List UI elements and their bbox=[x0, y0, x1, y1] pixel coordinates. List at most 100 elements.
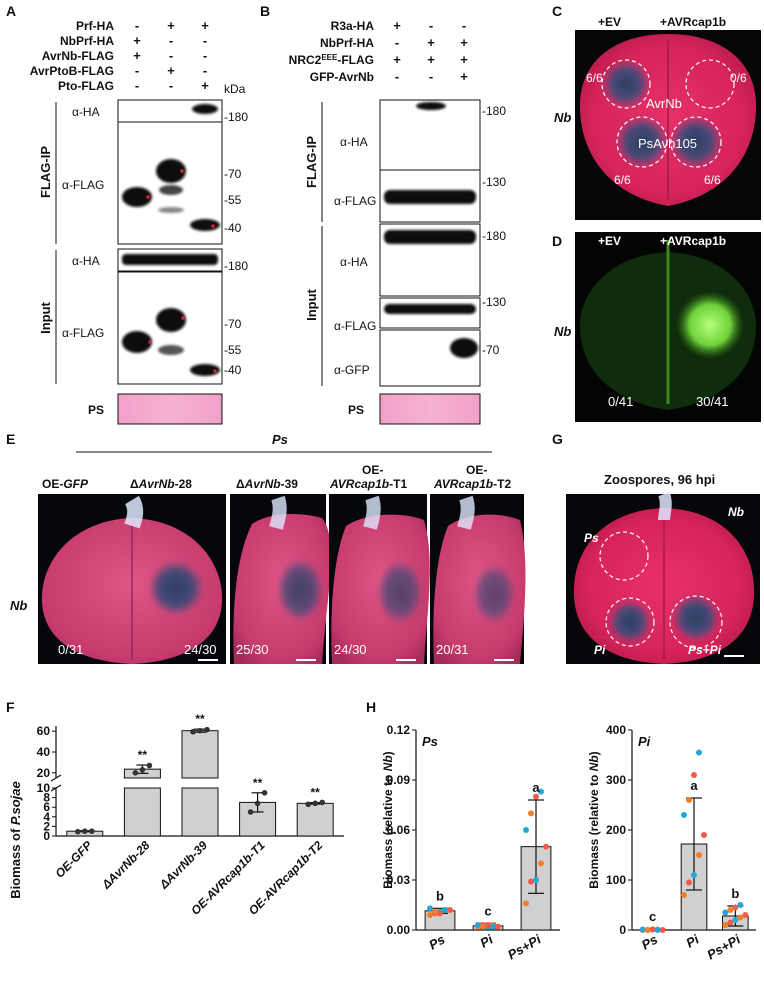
data-point bbox=[533, 793, 539, 800]
h2-ylabel: Biomass (relative to Nb) bbox=[587, 751, 601, 888]
label-b-ps: PS bbox=[348, 403, 364, 417]
bar bbox=[296, 802, 334, 837]
significance: ** bbox=[311, 786, 321, 800]
y-tick-label: 400 bbox=[606, 723, 626, 737]
marker: -130 bbox=[482, 175, 506, 189]
condition-label-suffix: -FLAG bbox=[337, 53, 374, 67]
condition-sign: + bbox=[133, 33, 141, 48]
data-point bbox=[639, 926, 646, 933]
h2-ylabel-c: ) bbox=[587, 751, 601, 755]
panel-letter-c: C bbox=[552, 3, 562, 19]
condition-sign: - bbox=[429, 18, 433, 33]
data-point bbox=[732, 917, 739, 923]
e-label-2a: Δ bbox=[130, 477, 139, 491]
significance-letter: c bbox=[649, 909, 656, 924]
data-point bbox=[686, 797, 692, 803]
significance-letter: c bbox=[484, 903, 491, 918]
chart-h-pi: 0 100 200 300 400 Pi c Ps a Pi b Ps+Pi bbox=[606, 723, 756, 962]
condition-sign: - bbox=[429, 69, 433, 84]
condition-sign: - bbox=[203, 63, 207, 78]
marker: -180 bbox=[482, 104, 506, 118]
bands-a bbox=[122, 104, 220, 376]
condition-sign: + bbox=[201, 18, 209, 33]
significance-letter: b bbox=[436, 888, 444, 903]
y-tick-label: 10 bbox=[37, 781, 51, 795]
x-tick-label: Ps+Pi bbox=[704, 931, 743, 962]
condition-label: NbPrf-HA bbox=[60, 34, 114, 48]
label-d-species: Nb bbox=[554, 324, 571, 339]
data-point bbox=[523, 900, 529, 907]
chart-title: Pi bbox=[638, 734, 651, 749]
f-ylabel-a: Biomass of bbox=[8, 825, 23, 899]
condition-sign: + bbox=[133, 48, 141, 63]
significance-letter: a bbox=[532, 780, 540, 795]
data-point bbox=[727, 919, 734, 926]
panel-letter-g: G bbox=[552, 431, 563, 447]
count-c-bl: 6/6 bbox=[614, 173, 631, 187]
band bbox=[156, 159, 186, 183]
e-label-3a: Δ bbox=[236, 477, 245, 491]
band bbox=[156, 308, 186, 332]
data-point bbox=[654, 927, 661, 933]
data-point bbox=[75, 828, 81, 835]
y-tick-label: 0.03 bbox=[387, 873, 411, 887]
data-point bbox=[247, 809, 254, 815]
data-point bbox=[132, 770, 139, 776]
label-b-in-gfp: α-GFP bbox=[334, 363, 370, 377]
y-tick-label: 0.00 bbox=[387, 923, 411, 937]
label-g-pi: Pi bbox=[594, 643, 606, 657]
label-a-ip-flag: α-FLAG bbox=[62, 178, 104, 192]
band bbox=[122, 331, 152, 353]
f-ylabel-b: P.sojae bbox=[8, 781, 23, 825]
data-point bbox=[543, 843, 549, 850]
condition-sign: - bbox=[395, 35, 399, 50]
data-point bbox=[737, 914, 744, 921]
data-point bbox=[261, 790, 268, 796]
data-point bbox=[691, 872, 697, 878]
h1-ylabel-b: Nb bbox=[381, 755, 395, 771]
marker: -40 bbox=[224, 363, 242, 377]
data-point bbox=[722, 909, 729, 916]
label-a-input: Input bbox=[38, 301, 53, 333]
data-point bbox=[644, 927, 651, 933]
lesion bbox=[672, 118, 720, 166]
condition-sign: + bbox=[460, 52, 468, 67]
e-label-1a: OE- bbox=[42, 477, 63, 491]
count-c-tr: 0/6 bbox=[730, 71, 747, 85]
data-point bbox=[742, 912, 749, 918]
y-tick-label: 8 bbox=[43, 791, 50, 805]
label-e-header: Ps bbox=[272, 432, 288, 447]
significance: ** bbox=[195, 712, 205, 726]
label-a-ip-ha: α-HA bbox=[72, 105, 100, 119]
condition-sign: - bbox=[462, 18, 466, 33]
data-point bbox=[437, 910, 443, 917]
data-point bbox=[538, 860, 544, 867]
label-g-title: Zoospores, 96 hpi bbox=[604, 472, 715, 487]
panel-c: C +EV +AVRcap1b Nb 6/6 0/6 6/6 6/6 AvrNb… bbox=[552, 3, 761, 220]
label-a-in-flag: α-FLAG bbox=[62, 326, 104, 340]
label-a-ps: PS bbox=[88, 403, 104, 417]
condition-sign: - bbox=[203, 48, 207, 63]
label-d-right: +AVRcap1b bbox=[660, 234, 726, 248]
count-e-2: 24/30 bbox=[184, 642, 217, 657]
y-tick-label: 60 bbox=[37, 724, 51, 738]
label-d-left: +EV bbox=[598, 234, 621, 248]
data-point bbox=[727, 907, 734, 913]
data-point bbox=[190, 728, 196, 735]
bar bbox=[181, 787, 219, 837]
data-point bbox=[312, 800, 319, 807]
condition-sign: + bbox=[393, 52, 401, 67]
count-e-3: 25/30 bbox=[236, 642, 269, 657]
h1-ylabel-a: Biomass (relative to bbox=[381, 771, 395, 888]
condition-sign: - bbox=[169, 78, 173, 93]
condition-sign: + bbox=[201, 78, 209, 93]
svg-text:OE-GFP: OE-GFP bbox=[42, 477, 89, 491]
panel-d: D +EV +AVRcap1b Nb 0/41 30/41 bbox=[552, 232, 761, 422]
count-d-br: 30/41 bbox=[696, 394, 729, 409]
count-d-bl: 0/41 bbox=[608, 394, 633, 409]
y-tick-label: 200 bbox=[606, 823, 626, 837]
e-label-4c: -T1 bbox=[389, 477, 407, 491]
marker: -180 bbox=[224, 259, 248, 273]
band bbox=[384, 190, 476, 204]
